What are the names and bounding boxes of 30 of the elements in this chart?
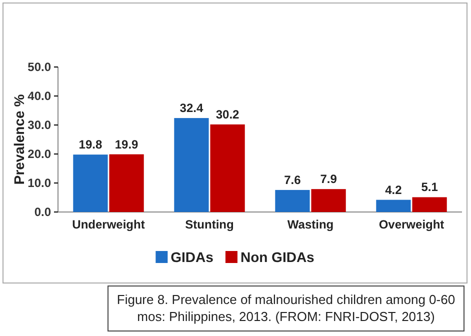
data-label: 19.8 (78, 138, 102, 152)
data-label: 4.2 (385, 182, 402, 197)
bar (275, 190, 310, 212)
bar (210, 124, 245, 212)
data-label: 7.6 (284, 172, 302, 187)
caption: Figure 8. Prevalence of malnourished children among 0-60 mos: Philippines, 2013. (FROM: FNRI-DOST, 2013) (116, 292, 456, 324)
data-label: 7.9 (320, 172, 338, 186)
legend-label: Non GIDAs (240, 249, 315, 265)
bar (311, 189, 346, 212)
y-tick-label: 40.0 (28, 88, 52, 103)
bar (412, 197, 447, 212)
y-axis-title: Prevalence % (11, 94, 27, 185)
y-tick-label: 10.0 (28, 176, 52, 190)
y-tick-label: 20.0 (28, 146, 52, 161)
data-label: 19.9 (114, 137, 139, 152)
bar (174, 118, 209, 212)
x-tick-label: Wasting (287, 218, 334, 232)
x-tick-label: Overweight (378, 218, 444, 232)
y-tick-label: 50.0 (28, 60, 52, 74)
data-label: 32.4 (180, 101, 204, 116)
x-tick-label: Underweight (72, 218, 145, 232)
y-tick-label: 30.0 (28, 118, 52, 132)
y-tick-label: 0.0 (34, 204, 52, 219)
bar (376, 200, 411, 212)
x-tick-label: Stunting (185, 218, 234, 232)
data-label: 30.2 (216, 107, 240, 122)
bar (73, 154, 108, 212)
data-label: 5.1 (421, 180, 438, 194)
legend-label: GIDAs (170, 249, 214, 265)
bar (109, 154, 144, 212)
